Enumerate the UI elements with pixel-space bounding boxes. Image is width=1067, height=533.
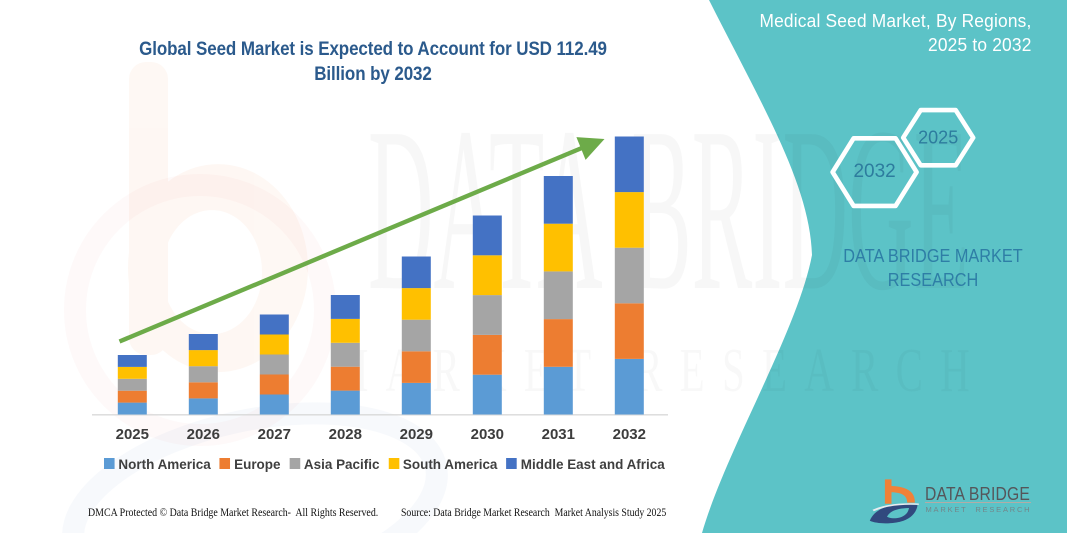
svg-text:DATA BRIDGE: DATA BRIDGE (368, 79, 969, 339)
